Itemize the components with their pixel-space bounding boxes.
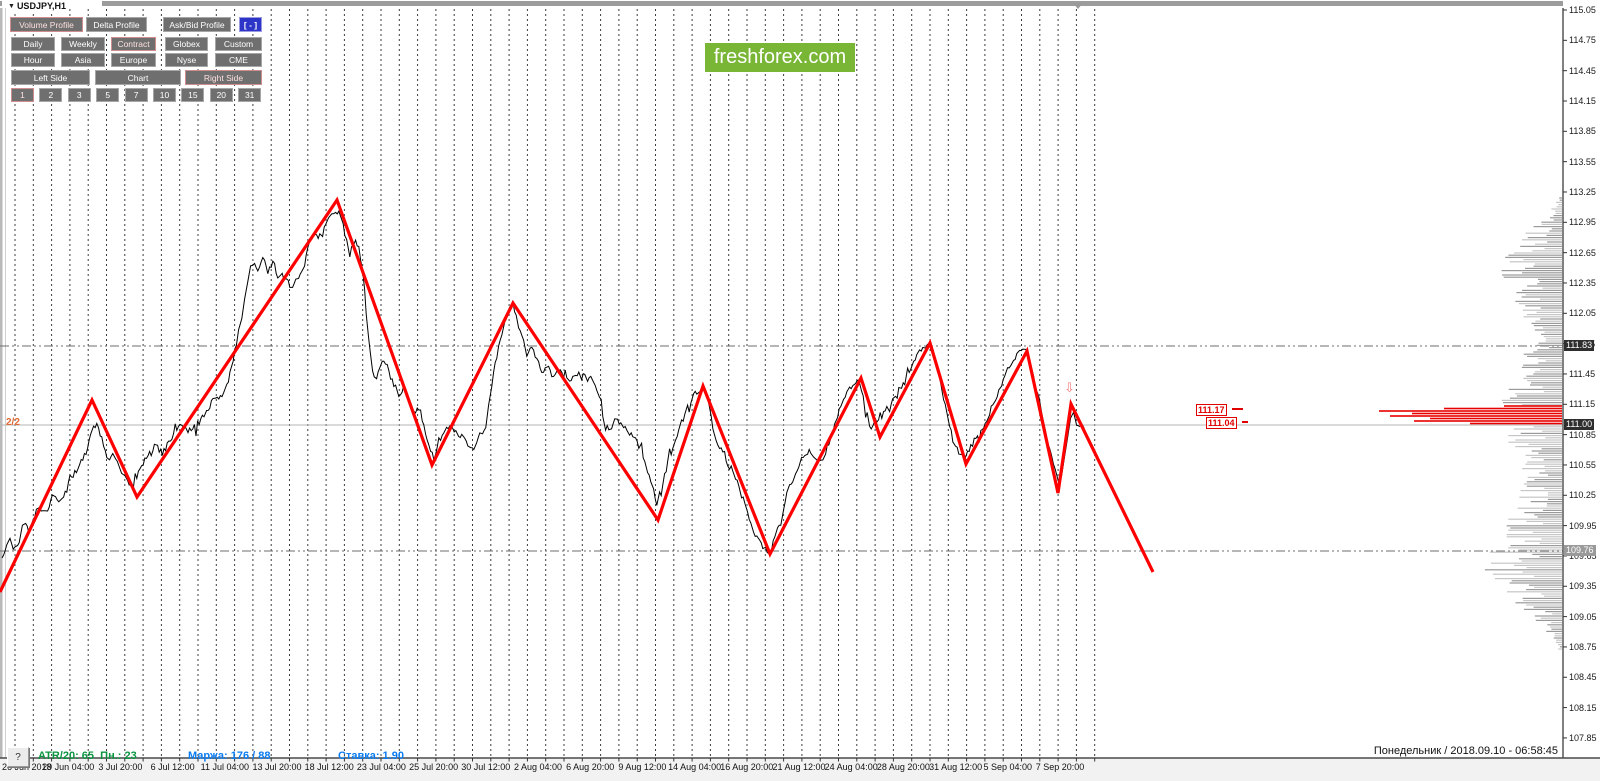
help-button[interactable]: ? xyxy=(7,747,29,767)
symbol-label: USDJPY,H1 xyxy=(16,1,66,11)
status-rate: Ставка: 1.90 xyxy=(338,750,404,762)
scroll-to-end-icon[interactable] xyxy=(1073,3,1083,9)
wave-count-label: 2/2 xyxy=(6,417,20,428)
panel-button-nyse[interactable]: Nyse xyxy=(165,53,208,67)
signal-price-tag: 111.17 xyxy=(1196,404,1227,416)
down-arrow-icon: ⇩ xyxy=(1064,381,1075,396)
chart-symbol-title[interactable]: ▼ USDJPY,H1 xyxy=(7,1,69,12)
price-tick-label: 114.45 xyxy=(1569,65,1596,76)
panel-button-5[interactable]: 5 xyxy=(96,88,120,102)
panel-button-hour[interactable]: Hour xyxy=(11,53,55,67)
price-tick-label: 114.75 xyxy=(1569,35,1596,46)
panel-button-custom[interactable]: Custom xyxy=(215,37,262,51)
time-tick-label: 18 Jul 12:00 xyxy=(304,762,354,772)
price-level-box: 111.00 xyxy=(1564,419,1595,430)
price-tick-label: 109.95 xyxy=(1569,520,1597,531)
panel-button-2[interactable]: 2 xyxy=(39,88,63,102)
panel-button-europe[interactable]: Europe xyxy=(111,53,156,67)
price-tick-label: 108.45 xyxy=(1569,672,1597,683)
price-level-box: 109.76 xyxy=(1564,545,1596,556)
status-atr: ATR/20: 65 Пн.: 23 xyxy=(38,750,137,762)
broker-logo: freshforex.com xyxy=(705,43,855,72)
signal-price-tag: 111.04 xyxy=(1206,417,1237,429)
price-tick-label: 108.75 xyxy=(1569,641,1597,652)
time-tick-label: 28 Aug 20:00 xyxy=(876,762,930,772)
price-tick-label: 110.55 xyxy=(1569,459,1596,470)
panel-button-chart[interactable]: Chart xyxy=(95,70,181,85)
panel-button-delta-profile[interactable]: Delta Profile xyxy=(86,17,147,32)
panel-button-7[interactable]: 7 xyxy=(124,88,148,102)
time-tick-label: 25 Jul 20:00 xyxy=(409,762,459,772)
panel-button-ask-bid-profile[interactable]: Ask/Bid Profile xyxy=(163,17,231,32)
time-tick-label: 13 Jul 20:00 xyxy=(252,762,302,772)
panel-button-volume-profile[interactable]: Volume Profile xyxy=(10,17,83,32)
time-tick-label: 7 Sep 20:00 xyxy=(1035,762,1085,772)
panel-button-left-side[interactable]: Left Side xyxy=(11,70,90,85)
time-tick-label: 14 Aug 04:00 xyxy=(668,762,722,772)
panel-button-daily[interactable]: Daily xyxy=(11,37,55,51)
panel-button-20[interactable]: 20 xyxy=(209,88,233,102)
price-tick-label: 111.15 xyxy=(1569,399,1596,410)
panel-button-31[interactable]: 31 xyxy=(238,88,262,102)
price-level-box: 111.83 xyxy=(1564,340,1595,351)
price-tick-label: 112.05 xyxy=(1569,308,1596,319)
time-tick-label: 6 Aug 20:00 xyxy=(566,762,615,772)
price-tick-label: 107.85 xyxy=(1569,732,1597,743)
panel-button-1[interactable]: 1 xyxy=(11,88,34,102)
panel-button-[interactable]: [ - ] xyxy=(239,17,262,32)
price-tick-label: 112.95 xyxy=(1569,217,1596,228)
price-tick-label: 114.15 xyxy=(1569,95,1596,106)
chevron-down-icon: ▼ xyxy=(8,3,15,10)
price-tick-label: 113.55 xyxy=(1569,156,1596,167)
time-tick-label: 6 Jul 12:00 xyxy=(150,762,195,772)
time-tick-label: 29 Jun 04:00 xyxy=(42,762,95,772)
panel-button-3[interactable]: 3 xyxy=(67,88,91,102)
time-tick-label: 3 Jul 20:00 xyxy=(98,762,143,772)
panel-button-10[interactable]: 10 xyxy=(153,88,176,102)
panel-button-contract[interactable]: Contract xyxy=(111,37,156,51)
time-tick-label: 26 Jun 2018 xyxy=(2,762,52,772)
price-tick-label: 115.05 xyxy=(1569,5,1596,15)
panel-button-15[interactable]: 15 xyxy=(181,88,205,102)
panel-button-globex[interactable]: Globex xyxy=(165,37,208,51)
time-tick-label: 21 Aug 12:00 xyxy=(772,762,826,772)
price-tick-label: 110.25 xyxy=(1569,490,1596,501)
panel-button-right-side[interactable]: Right Side xyxy=(185,70,262,85)
server-datetime-label: Понедельник / 2018.09.10 - 06:58:45 xyxy=(1373,745,1558,757)
price-tick-label: 108.15 xyxy=(1569,702,1597,713)
price-tick-label: 112.35 xyxy=(1569,277,1596,288)
panel-button-weekly[interactable]: Weekly xyxy=(61,37,105,51)
status-margin: Маржа: 176 / 88 xyxy=(188,750,271,762)
time-tick-label: 2 Aug 04:00 xyxy=(513,762,563,772)
price-tick-label: 109.35 xyxy=(1569,581,1597,592)
panel-button-cme[interactable]: CME xyxy=(215,53,262,67)
time-tick-label: 31 Aug 12:00 xyxy=(929,762,983,772)
time-tick-label: 9 Aug 12:00 xyxy=(618,762,667,772)
time-tick-label: 5 Sep 04:00 xyxy=(983,762,1033,772)
panel-button-asia[interactable]: Asia xyxy=(61,53,105,67)
time-tick-label: 23 Jul 04:00 xyxy=(356,762,406,772)
time-tick-label: 30 Jul 12:00 xyxy=(461,762,511,772)
price-tick-label: 113.85 xyxy=(1569,126,1596,137)
price-tick-label: 109.05 xyxy=(1569,611,1597,622)
time-tick-label: 16 Aug 20:00 xyxy=(720,762,774,772)
price-tick-label: 112.65 xyxy=(1569,247,1596,258)
price-tick-label: 110.85 xyxy=(1569,429,1596,440)
time-tick-label: 11 Jul 04:00 xyxy=(200,762,249,772)
price-tick-label: 113.25 xyxy=(1569,186,1596,197)
price-tick-label: 111.45 xyxy=(1569,368,1596,379)
time-tick-label: 24 Aug 04:00 xyxy=(824,762,878,772)
